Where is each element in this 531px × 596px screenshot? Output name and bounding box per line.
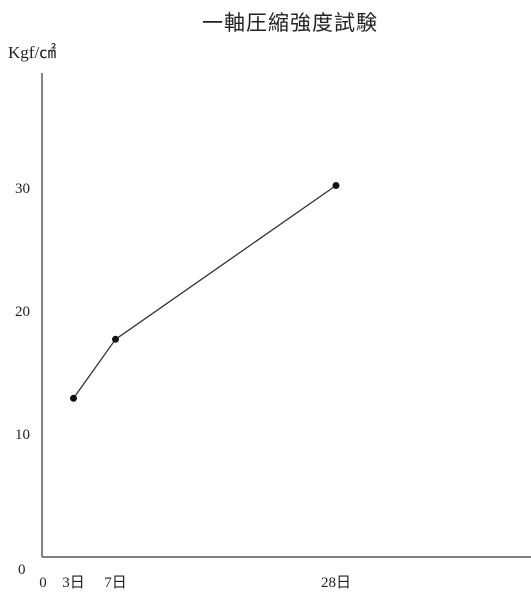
data-point-2: [112, 335, 119, 343]
y-tick-label-30: 30: [15, 181, 30, 197]
y-origin-label: 0: [18, 562, 26, 578]
data-point-3: [332, 182, 340, 189]
y-tick-label-20: 20: [15, 304, 30, 320]
y-axis-unit-label: Kgf/㎠: [8, 43, 56, 62]
chart-title: 一軸圧縮強度試験: [202, 11, 378, 35]
tick-labels-group: 10 20 30 3日 7日 28日: [15, 181, 351, 591]
x-tick-label-2: 7日: [104, 575, 127, 591]
x-tick-label-3: 28日: [321, 575, 351, 591]
series-line-1: [72, 184, 337, 399]
x-tick-label-1: 3日: [62, 575, 85, 591]
x-origin-label: 0: [39, 575, 47, 591]
axes-group: [41, 73, 531, 558]
series-group: [70, 182, 340, 402]
y-tick-label-10: 10: [15, 427, 30, 443]
data-point-1: [70, 394, 77, 402]
